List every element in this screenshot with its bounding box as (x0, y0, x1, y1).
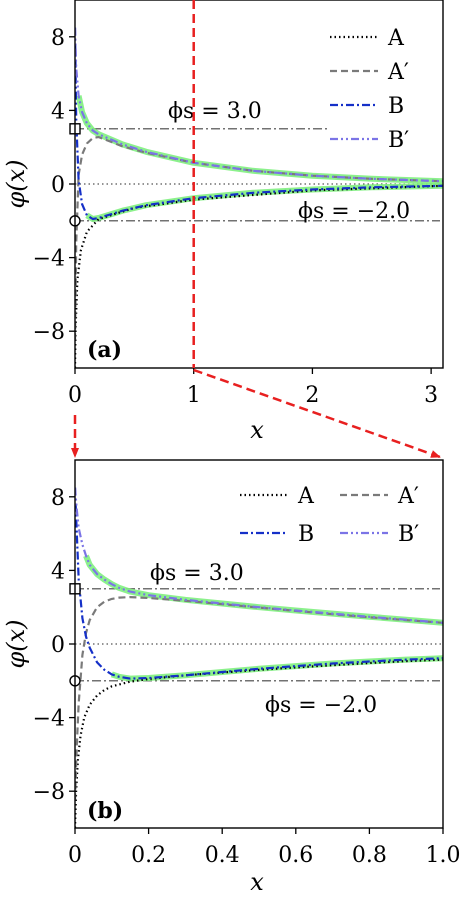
y-tick-label: 0 (51, 633, 65, 658)
series-b-line (75, 27, 443, 221)
x-tick-label: 1 (187, 383, 201, 408)
legend-label-a: A (387, 26, 405, 51)
zoom-arrows (71, 0, 441, 459)
series-b-prime-line (75, 27, 443, 183)
x-tick-label: 0.8 (352, 843, 387, 868)
y-tick-label: 8 (51, 26, 65, 51)
legend: A A′ B B′ (240, 484, 419, 547)
phi-s-upper-annotation: ϕs = 3.0 (168, 99, 262, 124)
phi-s-lower-annotation: ϕs = −2.0 (298, 199, 410, 224)
series-a-prime-line (75, 596, 443, 801)
panel-b: −8 −4 0 4 8 0 0.2 0.4 0.6 0.8 1.0 φ(x) x (b) ϕs = 3.0 ϕ… (2, 459, 461, 896)
y-tick-label: −8 (33, 320, 65, 345)
y-tick-label: 0 (51, 173, 65, 198)
zoom-arrow-right (193, 368, 441, 459)
y-axis-title: φ(x) (2, 159, 30, 208)
x-tick-label: 0.2 (131, 843, 166, 868)
x-axis-title: x (250, 416, 264, 444)
x-axis-title: x (250, 868, 264, 896)
y-axis-title: φ(x) (2, 619, 30, 668)
legend-label-a: A (297, 484, 315, 509)
series-b-line (75, 487, 443, 680)
x-tick-label: 1.0 (426, 843, 461, 868)
legend-label-b: B (298, 522, 314, 547)
y-tick-label: −8 (33, 780, 65, 805)
legend-label-b-prime: B′ (388, 128, 409, 153)
y-tick-label: 4 (51, 99, 65, 124)
series-b-prime-line (75, 487, 443, 624)
phi-s-lower-annotation: ϕs = −2.0 (265, 693, 377, 718)
x-tick-label: 0 (68, 383, 82, 408)
panel-label: (b) (87, 798, 123, 824)
panel-a: −8 −4 0 4 8 0 1 2 3 φ(x) x (a) ϕs = 3.0 ϕs = −2.0 A A′ B… (2, 0, 444, 444)
legend-label-a-prime: A′ (387, 60, 409, 85)
legend: A A′ B B′ (330, 26, 409, 153)
panel-label: (a) (87, 337, 122, 363)
legend-label-a-prime: A′ (397, 484, 419, 509)
series-a-prime-line (75, 136, 443, 341)
series-a-line (75, 658, 443, 828)
x-tick-label: 0 (68, 843, 82, 868)
x-tick-label: 0.6 (278, 843, 313, 868)
x-tick-label: 2 (305, 383, 319, 408)
legend-label-b: B (388, 94, 404, 119)
y-tick-label: 4 (51, 559, 65, 584)
y-tick-label: −4 (33, 247, 65, 272)
y-tick-label: 8 (51, 486, 65, 511)
x-tick-label: 3 (424, 383, 438, 408)
y-tick-label: −4 (33, 707, 65, 732)
legend-label-b-prime: B′ (398, 522, 419, 547)
phi-s-upper-annotation: ϕs = 3.0 (150, 561, 244, 586)
x-tick-label: 0.4 (205, 843, 240, 868)
